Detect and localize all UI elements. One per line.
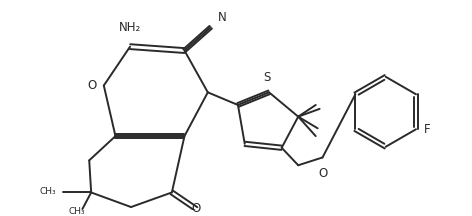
Text: O: O	[318, 167, 327, 179]
Text: S: S	[263, 71, 271, 84]
Text: O: O	[192, 202, 201, 216]
Text: F: F	[424, 123, 431, 136]
Text: CH₃: CH₃	[39, 187, 56, 196]
Text: CH₃: CH₃	[68, 207, 85, 216]
Text: NH₂: NH₂	[119, 21, 141, 34]
Text: O: O	[87, 79, 97, 92]
Text: N: N	[218, 11, 227, 24]
